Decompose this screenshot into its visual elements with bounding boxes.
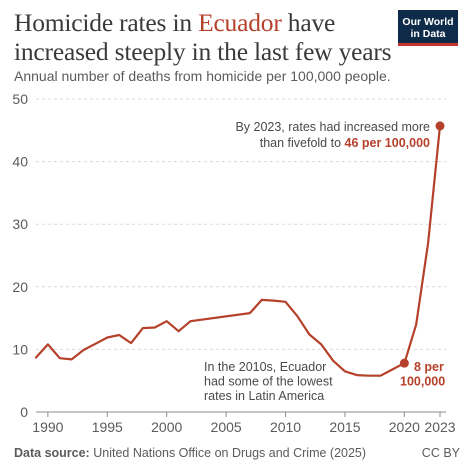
logo-accent-bar — [398, 43, 458, 46]
chart-footer: Data source: United Nations Office on Dr… — [14, 446, 460, 460]
annotation-2023-text-part: 46 per 100,000 — [345, 136, 431, 150]
homicide-rate-line — [34, 124, 442, 377]
annotation-2020-line: 100,000 — [400, 375, 445, 389]
annotation-2010s-text-line: rates in Latin America — [204, 389, 324, 403]
title-part-2: have increased steeply in the last few y… — [14, 8, 392, 66]
annotation-2010s-text-line: In the 2010s, Ecuador — [204, 360, 326, 374]
page-title: Homicide rates in Ecuador have increased… — [14, 8, 394, 66]
axis-layer: 0 10 20 30 40 50 1990 1995 2000 2005 2010 2015 2020 2… — [12, 91, 455, 435]
logo-line-2: in Data — [410, 28, 446, 40]
point-2023 — [435, 121, 445, 131]
x-tick-label-2010: 2010 — [270, 419, 301, 435]
series-layer — [34, 121, 445, 377]
title-highlight-country: Ecuador — [198, 8, 282, 37]
owid-logo[interactable]: Our World in Data — [398, 10, 458, 46]
y-tick-label-40: 40 — [12, 154, 28, 170]
source-label: Data source: — [14, 446, 90, 460]
annotation-2023-text-line: than fivefold to 46 per 100,000 — [260, 136, 430, 150]
annotation-2010s-text: In the 2010s, Ecuador had some of the low… — [204, 360, 333, 403]
annotation-layer: By 2023, rates had increased more than fi… — [204, 120, 445, 403]
logo-line-1: Our World — [402, 16, 454, 28]
x-tick-label-2000: 2000 — [151, 419, 182, 435]
annotation-2020-line: 8 per — [414, 360, 444, 374]
annotation-2010s-text-line: had some of the lowest — [204, 375, 333, 389]
annotation-2023-text-part: than fivefold to — [260, 136, 345, 150]
y-tick-label-0: 0 — [20, 404, 28, 420]
y-tick-label-10: 10 — [12, 341, 28, 357]
title-part-1: Homicide rates in — [14, 8, 199, 37]
chart-subtitle: Annual number of deaths from homicide pe… — [14, 68, 391, 84]
annotation-2023-text: By 2023, rates had increased more than fi… — [235, 120, 430, 150]
x-tick-label-1990: 1990 — [32, 419, 63, 435]
x-tick-label-2023: 2023 — [424, 419, 455, 435]
y-tick-label-30: 30 — [12, 216, 28, 232]
source-text: United Nations Office on Drugs and Crime… — [93, 446, 367, 460]
annotation-2023-text-line: By 2023, rates had increased more — [235, 120, 430, 134]
annotation-2020-text: 8 per 100,000 — [400, 360, 445, 389]
x-tick-label-1995: 1995 — [92, 419, 123, 435]
x-tick-label-2005: 2005 — [211, 419, 242, 435]
y-tick-label-50: 50 — [12, 91, 28, 107]
point-2020 — [399, 358, 409, 368]
grid-layer — [36, 98, 446, 350]
license-link[interactable]: CC BY — [421, 446, 460, 460]
x-tick-label-2015: 2015 — [329, 419, 360, 435]
x-tick-label-2020: 2020 — [389, 419, 420, 435]
y-tick-label-20: 20 — [12, 279, 28, 295]
